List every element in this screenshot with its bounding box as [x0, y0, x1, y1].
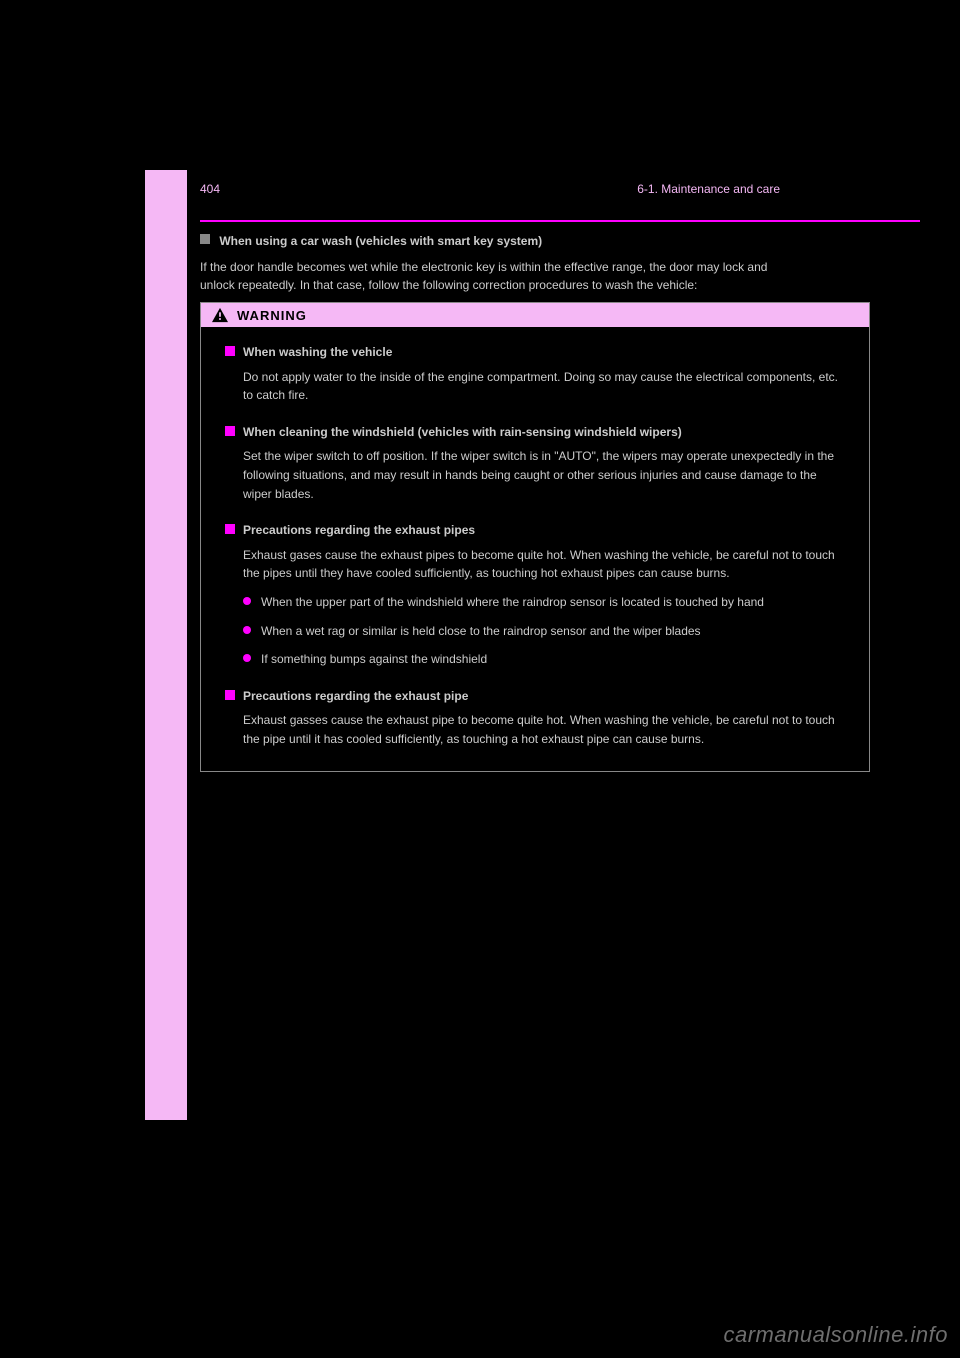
dot-bullet-icon [243, 597, 251, 605]
warning-section-text: Exhaust gases cause the exhaust pipes to… [225, 546, 845, 583]
square-bullet-icon [225, 524, 235, 534]
warning-section-text: Set the wiper switch to off position. If… [225, 447, 845, 503]
warning-label: WARNING [237, 308, 307, 323]
warning-section-text: Exhaust gasses cause the exhaust pipe to… [225, 711, 845, 748]
warning-section: When washing the vehicle Do not apply wa… [225, 343, 845, 405]
list-item: When a wet rag or similar is held close … [243, 622, 845, 641]
warning-section-title: When cleaning the windshield (vehicles w… [243, 423, 682, 442]
warning-triangle-icon [211, 307, 229, 323]
warning-section-heading: Precautions regarding the exhaust pipe [225, 687, 845, 706]
section-sidebar [145, 170, 187, 1120]
list-item-text: If something bumps against the windshiel… [261, 650, 487, 669]
square-bullet-icon [225, 346, 235, 356]
warning-header: WARNING [201, 303, 869, 327]
manual-page: 404 6-1. Maintenance and care When using… [145, 170, 795, 1120]
warning-section-title: Precautions regarding the exhaust pipes [243, 521, 475, 540]
warning-section-heading: When cleaning the windshield (vehicles w… [225, 423, 845, 442]
warning-section-heading: When washing the vehicle [225, 343, 845, 362]
warning-section-title: Precautions regarding the exhaust pipe [243, 687, 468, 706]
header-rule [200, 220, 920, 222]
note-body: If the door handle becomes wet while the… [200, 258, 780, 294]
page-header: 404 6-1. Maintenance and care [200, 182, 780, 196]
section-title: 6-1. Maintenance and care [637, 182, 780, 196]
warning-bullet-list: When the upper part of the windshield wh… [225, 593, 845, 669]
warning-section: Precautions regarding the exhaust pipe E… [225, 687, 845, 749]
list-item: If something bumps against the windshiel… [243, 650, 845, 669]
square-marker-icon [200, 234, 210, 244]
page-number: 404 [200, 182, 220, 196]
square-bullet-icon [225, 690, 235, 700]
warning-section: Precautions regarding the exhaust pipes … [225, 521, 845, 669]
warning-section-heading: Precautions regarding the exhaust pipes [225, 521, 845, 540]
list-item: When the upper part of the windshield wh… [243, 593, 845, 612]
dot-bullet-icon [243, 626, 251, 634]
note-title: When using a car wash (vehicles with sma… [219, 234, 542, 248]
warning-section-text: Do not apply water to the inside of the … [225, 368, 845, 405]
note-block: When using a car wash (vehicles with sma… [200, 232, 780, 294]
warning-box: WARNING When washing the vehicle Do not … [200, 302, 870, 772]
watermark: carmanualsonline.info [723, 1322, 948, 1348]
square-bullet-icon [225, 426, 235, 436]
list-item-text: When a wet rag or similar is held close … [261, 622, 701, 641]
warning-section-title: When washing the vehicle [243, 343, 392, 362]
warning-section: When cleaning the windshield (vehicles w… [225, 423, 845, 503]
note-heading: When using a car wash (vehicles with sma… [200, 232, 780, 250]
dot-bullet-icon [243, 654, 251, 662]
warning-body: When washing the vehicle Do not apply wa… [201, 327, 869, 771]
list-item-text: When the upper part of the windshield wh… [261, 593, 764, 612]
